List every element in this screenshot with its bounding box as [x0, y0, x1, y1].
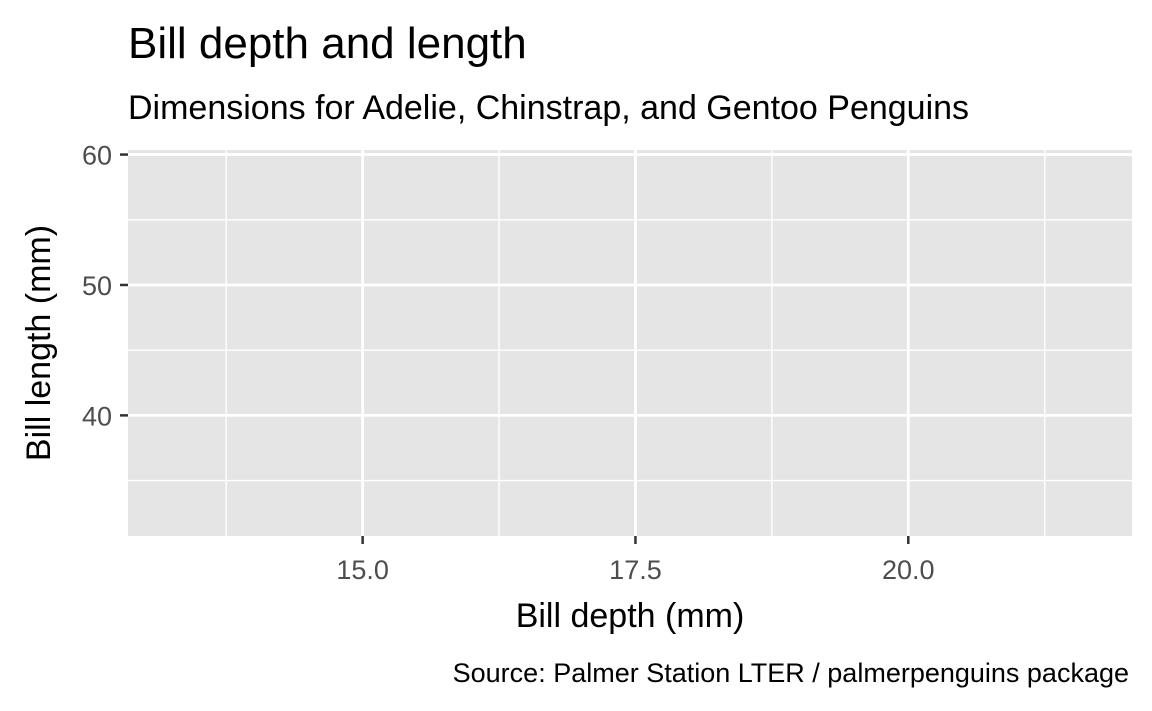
plot-panel [128, 150, 1132, 536]
x-tick-label: 17.5 [609, 555, 662, 585]
y-tick-label: 60 [82, 141, 112, 171]
major-gridlines [128, 150, 1132, 536]
x-axis: 15.0 17.5 20.0 [336, 536, 935, 585]
y-axis-title: Bill length (mm) [20, 225, 58, 461]
y-tick-label: 40 [82, 401, 112, 431]
chart-title: Bill depth and length [128, 19, 527, 68]
chart-subtitle: Dimensions for Adelie, Chinstrap, and Ge… [128, 89, 969, 127]
x-axis-title: Bill depth (mm) [516, 597, 745, 635]
x-tick-label: 15.0 [336, 555, 389, 585]
y-axis: 40 50 60 [82, 141, 128, 431]
minor-gridlines [128, 150, 1132, 536]
x-tick-label: 20.0 [882, 555, 935, 585]
y-tick-label: 50 [82, 271, 112, 301]
chart-caption: Source: Palmer Station LTER / palmerpeng… [453, 658, 1129, 688]
